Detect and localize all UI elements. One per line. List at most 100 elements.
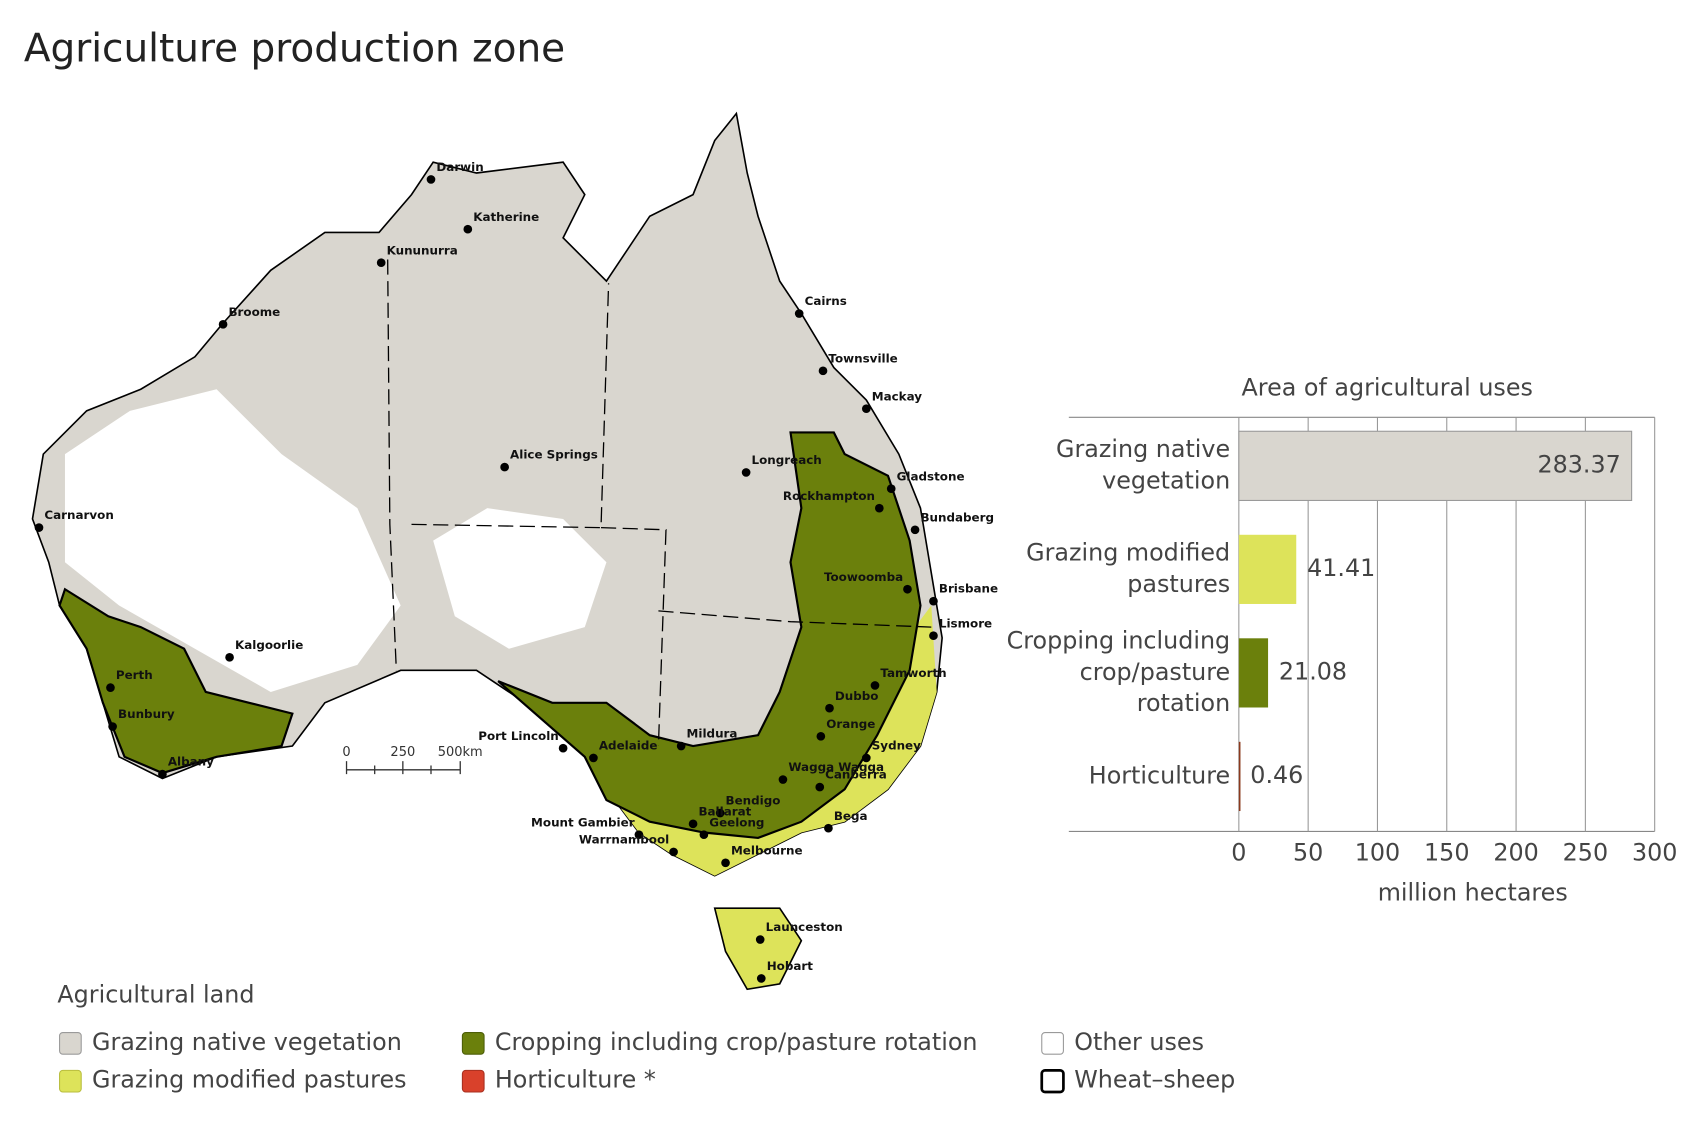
city-dot xyxy=(688,819,698,829)
city-dot xyxy=(824,823,833,833)
city-label: Warrnambool xyxy=(579,833,669,847)
cropping-west xyxy=(58,587,294,775)
city-dot xyxy=(794,309,804,318)
legend-label: Grazing native vegetation xyxy=(92,1028,402,1056)
city-dot xyxy=(108,722,117,731)
legend-swatch xyxy=(59,1069,82,1093)
category-label: Grazing native vegetation xyxy=(1056,435,1230,494)
city-dot xyxy=(218,320,228,329)
city-dot xyxy=(589,753,598,763)
city-label: Lismore xyxy=(939,616,992,630)
city-label: Bundaberg xyxy=(920,510,994,524)
city-label: Carnarvon xyxy=(44,508,113,522)
city-dot xyxy=(500,462,509,472)
city-label: Mackay xyxy=(872,389,923,403)
x-tick-label: 250 xyxy=(1563,839,1608,867)
city-dot xyxy=(874,503,884,513)
city-label: Dubbo xyxy=(835,689,879,703)
bar xyxy=(1238,741,1241,812)
value-label: 0.46 xyxy=(1250,761,1303,789)
city-label: Mount Gambier xyxy=(531,815,635,829)
city-label: Brisbane xyxy=(939,582,998,596)
city-dot xyxy=(225,653,234,662)
x-tick-label: 100 xyxy=(1355,839,1400,867)
bar-chart: Area of agricultural uses million hectar… xyxy=(1007,374,1678,907)
category-label: Cropping including crop/pasture rotation xyxy=(1007,626,1231,717)
city-label: Sydney xyxy=(872,739,921,753)
city-dot xyxy=(870,681,880,690)
x-tick-label: 200 xyxy=(1493,839,1538,867)
city-dot xyxy=(816,731,826,741)
city-dot xyxy=(861,753,871,763)
city-dot xyxy=(929,596,938,606)
city-dot xyxy=(721,858,730,868)
city-label: Kununurra xyxy=(387,243,458,257)
city-dot xyxy=(755,935,765,944)
city-dot xyxy=(669,847,678,857)
legend-label: Horticulture * xyxy=(495,1066,656,1094)
city-label: Bunbury xyxy=(118,707,175,721)
map: 0 250 500km xyxy=(31,111,943,991)
white-area xyxy=(64,389,401,692)
category-label: Horticulture xyxy=(1089,761,1230,789)
city-label: Perth xyxy=(116,668,153,682)
city-label: Alice Springs xyxy=(510,448,598,462)
legend-label: Wheat–sheep xyxy=(1074,1066,1235,1094)
page-title: Agriculture production zone xyxy=(24,26,565,71)
city-dot xyxy=(910,525,920,535)
scale-label: 0 xyxy=(342,745,350,760)
value-label: 283.37 xyxy=(1537,450,1620,478)
city-label: Kalgoorlie xyxy=(235,638,303,652)
legend: Agricultural land Grazing native vegetat… xyxy=(57,980,1235,1093)
city-label: Gladstone xyxy=(897,469,965,483)
city-dot xyxy=(815,782,825,792)
x-axis-label: million hectares xyxy=(1378,879,1568,907)
legend-swatch xyxy=(1041,1031,1064,1055)
city-label: Melbourne xyxy=(731,843,803,857)
city-label: Broome xyxy=(228,305,280,319)
city-dot xyxy=(558,743,568,753)
city-label: Port Lincoln xyxy=(478,729,559,743)
city-label: Launceston xyxy=(766,920,843,934)
city-dot xyxy=(778,775,788,784)
x-tick-label: 150 xyxy=(1424,839,1469,867)
city-label: Wagga Wagga xyxy=(788,760,884,774)
value-label: 21.08 xyxy=(1279,657,1347,685)
legend-label: Other uses xyxy=(1074,1028,1204,1056)
city-dot xyxy=(34,523,44,532)
legend-title: Agricultural land xyxy=(57,980,254,1008)
value-label: 41.41 xyxy=(1307,554,1375,582)
city-dot xyxy=(715,808,725,818)
city-label: Katherine xyxy=(473,210,539,224)
city-dot xyxy=(676,741,686,751)
x-tick-label: 0 xyxy=(1231,839,1246,867)
city-label: Bega xyxy=(834,809,868,823)
city-label: Orange xyxy=(826,717,875,731)
city-label: Canberra xyxy=(825,768,887,782)
city-dot xyxy=(158,769,167,779)
city-dot xyxy=(818,366,828,376)
city-dot xyxy=(929,631,938,641)
city-dot xyxy=(886,484,896,494)
city-dot xyxy=(426,175,436,184)
city-dot xyxy=(106,683,115,692)
legend-swatch xyxy=(59,1031,82,1055)
scale-label: 500km xyxy=(438,745,483,760)
bar xyxy=(1238,534,1297,604)
tasmania xyxy=(713,907,803,991)
city-label: Bendigo xyxy=(726,794,781,808)
city-label: Longreach xyxy=(752,453,822,467)
x-tick-label: 50 xyxy=(1293,839,1323,867)
legend-swatch xyxy=(461,1069,485,1093)
bar xyxy=(1238,430,1633,501)
city-dot xyxy=(861,404,871,414)
scale-label: 250 xyxy=(390,745,415,760)
scale-bar xyxy=(345,761,461,775)
city-label: Rockhampton xyxy=(783,489,875,503)
city-label: Adelaide xyxy=(599,739,658,753)
cities: Darwin Katherine Kununurra Broome Cairns Town… xyxy=(34,160,998,983)
city-dot xyxy=(741,468,751,477)
chart-title: Area of agricultural uses xyxy=(1242,374,1533,402)
